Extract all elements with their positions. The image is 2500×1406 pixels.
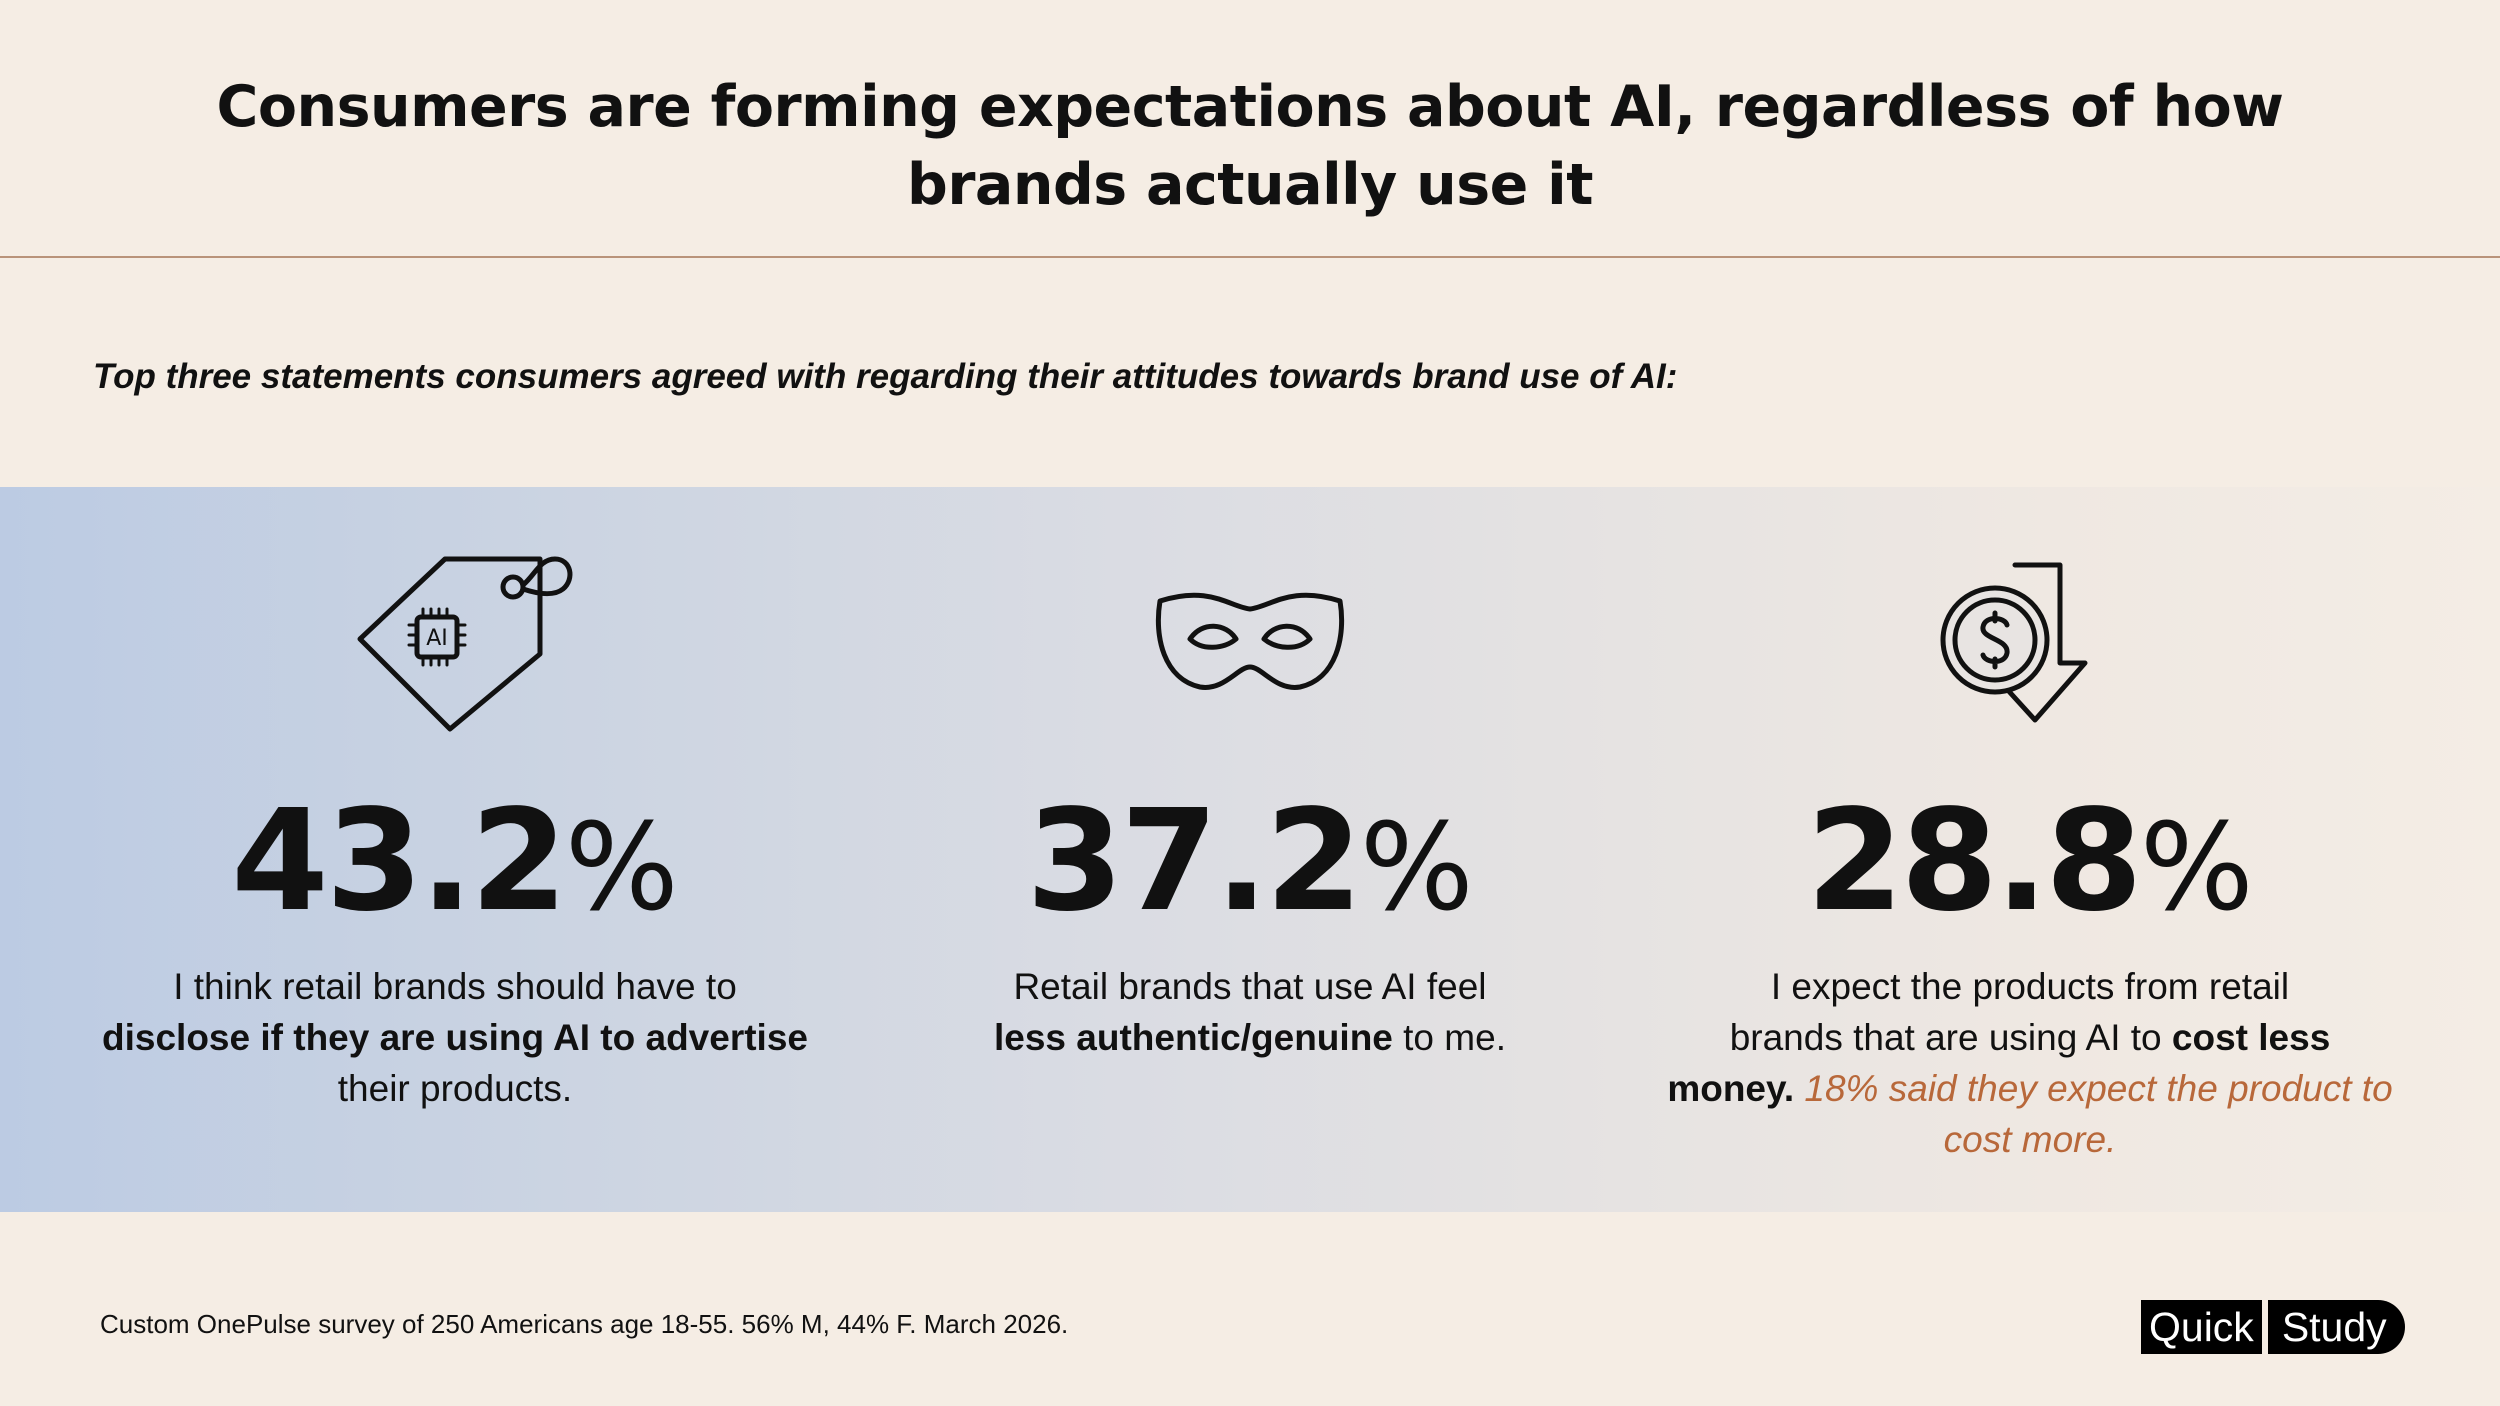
source-note: Custom OnePulse survey of 250 Americans … <box>100 1309 1069 1339</box>
page-title-line-2: brands actually use it <box>907 152 1593 218</box>
mask-icon <box>1155 592 1345 690</box>
stat-description-3: I expect the products from retail brands… <box>1650 961 2410 1165</box>
logo-quick: Quick <box>2141 1300 2262 1354</box>
stat-3-note: 18% said they expect the product to cost… <box>1804 1068 2393 1160</box>
stat-description-1: I think retail brands should have to dis… <box>60 961 850 1114</box>
stat-card-disclosure: AI 43.2% I think retail brands should ha… <box>60 487 850 1212</box>
stats-band: AI 43.2% I think retail brands should ha… <box>0 487 2500 1212</box>
stat-unit-1: % <box>564 799 679 938</box>
stat-2-tail: to me. <box>1392 1017 1506 1058</box>
stat-value-1: 43.2% <box>60 787 850 939</box>
stat-value-3: 28.8% <box>1650 787 2410 939</box>
ai-price-tag-icon: AI <box>357 556 573 732</box>
stat-1-line-1: I think retail brands should have to <box>173 966 737 1007</box>
stat-3-emphasis-a: cost less <box>2171 1017 2331 1058</box>
stat-2-line-1: Retail brands that use AI feel <box>1013 966 1487 1007</box>
logo-study: Study <box>2267 1300 2405 1354</box>
stat-1-line-3: their products. <box>337 1068 573 1109</box>
stat-3-line-2: brands that are using AI to <box>1729 1017 2172 1058</box>
dollar-down-arrow-icon <box>1940 562 2088 723</box>
stat-number-2: 37.2 <box>1026 780 1362 943</box>
page-title: Consumers are forming expectations about… <box>0 68 2500 224</box>
stat-1-emphasis: disclose if they are using AI to adverti… <box>102 1017 808 1058</box>
stat-unit-2: % <box>1359 799 1474 938</box>
stat-3-emphasis-b: money. <box>1667 1068 1795 1109</box>
section-subtitle: Top three statements consumers agreed wi… <box>93 357 1678 396</box>
page-title-line-1: Consumers are forming expectations about… <box>216 74 2284 140</box>
stat-value-2: 37.2% <box>850 787 1650 939</box>
stat-card-authenticity: 37.2% Retail brands that use AI feel les… <box>850 487 1650 1212</box>
stat-unit-3: % <box>2139 799 2254 938</box>
stat-number-1: 43.2 <box>231 780 567 943</box>
title-divider <box>0 256 2500 258</box>
stat-card-cost: 28.8% I expect the products from retail … <box>1650 487 2410 1212</box>
ai-chip-label: AI <box>426 626 448 651</box>
stat-description-2: Retail brands that use AI feel less auth… <box>850 961 1650 1063</box>
quickstudy-logo: Quick Study <box>2141 1300 2405 1354</box>
stat-3-line-1: I expect the products from retail <box>1770 966 2290 1007</box>
stat-2-emphasis: less authentic/genuine <box>994 1017 1393 1058</box>
stat-number-3: 28.8 <box>1806 780 2142 943</box>
